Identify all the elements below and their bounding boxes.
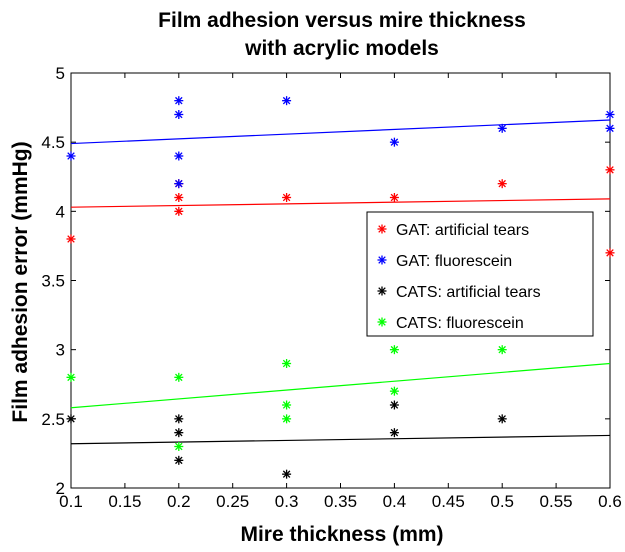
legend: GAT: artificial tears GAT: fluorescein CAT… (366, 211, 594, 337)
data-point-series-3 (174, 442, 184, 451)
y-tick-label: 4.5 (41, 133, 65, 152)
legend-marker-series-0 (377, 224, 387, 234)
data-point-series-3 (497, 345, 507, 355)
data-point-series-0 (605, 165, 615, 175)
data-point-series-3 (282, 400, 292, 410)
data-point-series-2 (389, 428, 399, 438)
x-axis-label: Mire thickness (mm) (240, 523, 443, 546)
y-tick-label: 2 (56, 479, 65, 498)
data-point-series-3 (389, 345, 399, 355)
x-axis-ticks: 0.1 0.15 0.2 0.25 0.3 0.35 0.4 0.45 0.5 0.55 0.6 (59, 73, 622, 511)
x-tick-label: 0.5 (490, 492, 514, 511)
data-point-series-1 (605, 110, 615, 119)
data-points (66, 96, 615, 479)
data-point-series-0 (174, 206, 184, 216)
y-tick-label: 3.5 (41, 272, 65, 291)
data-point-series-1 (174, 96, 184, 106)
chart-title-line-2: with acrylic models (244, 37, 439, 60)
y-axis-ticks: 2 2.5 3 3.5 4 4.5 5 (41, 64, 610, 498)
data-point-series-1 (174, 179, 184, 189)
data-point-series-1 (174, 110, 184, 119)
legend-marker-series-1 (377, 255, 387, 265)
data-point-series-2 (282, 469, 292, 479)
legend-box (366, 211, 594, 337)
data-point-series-1 (66, 151, 76, 161)
x-tick-label: 0.3 (275, 492, 299, 511)
data-point-series-0 (174, 193, 184, 202)
data-point-series-3 (66, 372, 76, 382)
data-point-series-0 (605, 248, 615, 258)
trend-line-series-2 (70, 434, 611, 445)
x-tick-label: 0.15 (108, 492, 141, 511)
data-point-series-3 (282, 414, 292, 424)
data-point-series-2 (497, 414, 507, 424)
x-tick-label: 0.1 (59, 492, 83, 511)
data-point-series-1 (497, 123, 507, 133)
trend-lines (70, 119, 611, 445)
y-axis-label: Film adhesion error (mmHg) (9, 141, 32, 422)
y-tick-label: 5 (56, 64, 65, 83)
data-point-series-1 (389, 137, 399, 147)
chart-title: Film adhesion versus mire thickness with… (158, 9, 526, 60)
legend-label-series-0: GAT: artificial tears (396, 222, 529, 239)
legend-marker-series-2 (377, 286, 387, 296)
legend-marker-series-3 (377, 317, 387, 327)
x-tick-label: 0.45 (432, 492, 465, 511)
data-point-series-3 (174, 372, 184, 382)
x-tick-label: 0.35 (324, 492, 357, 511)
trend-line-series-0 (70, 198, 611, 208)
x-tick-label: 0.4 (383, 492, 407, 511)
data-point-series-1 (282, 96, 292, 106)
trend-line-series-3 (70, 362, 611, 409)
data-point-series-2 (174, 428, 184, 438)
data-point-series-3 (282, 359, 292, 368)
trend-line-series-1 (70, 119, 611, 145)
x-tick-label: 0.55 (540, 492, 573, 511)
y-tick-label: 4 (56, 202, 65, 221)
data-point-series-1 (174, 151, 184, 161)
x-tick-label: 0.25 (216, 492, 249, 511)
data-point-series-2 (174, 414, 184, 424)
data-point-series-0 (389, 193, 399, 202)
data-point-series-2 (174, 455, 184, 465)
y-tick-label: 2.5 (41, 410, 65, 429)
x-tick-label: 0.6 (598, 492, 622, 511)
data-point-series-0 (66, 234, 76, 244)
legend-label-series-2: CATS: artificial tears (396, 284, 541, 301)
legend-label-series-3: CATS: fluorescein (396, 315, 524, 332)
data-point-series-2 (389, 400, 399, 410)
data-point-series-0 (497, 179, 507, 189)
data-point-series-3 (389, 386, 399, 396)
data-point-series-0 (282, 193, 292, 202)
chart-title-line-1: Film adhesion versus mire thickness (158, 9, 526, 32)
legend-label-series-1: GAT: fluorescein (396, 253, 512, 270)
y-tick-label: 3 (56, 341, 65, 360)
data-point-series-1 (605, 123, 615, 133)
x-tick-label: 0.2 (167, 492, 191, 511)
